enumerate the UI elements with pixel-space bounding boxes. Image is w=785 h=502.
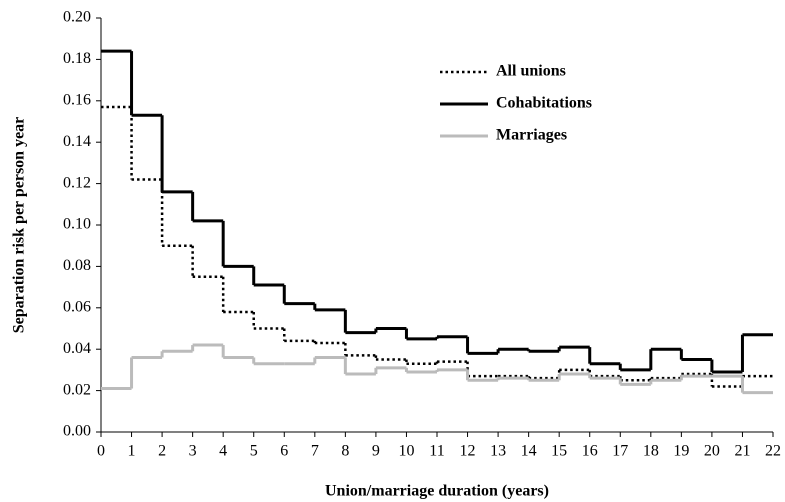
x-tick-label: 13 bbox=[490, 443, 506, 460]
y-tick-label: 0.06 bbox=[63, 298, 91, 315]
x-tick-label: 15 bbox=[551, 443, 567, 460]
x-tick-label: 14 bbox=[521, 443, 537, 460]
y-tick-label: 0.04 bbox=[63, 340, 91, 357]
x-tick-label: 6 bbox=[280, 443, 288, 460]
y-tick-label: 0.00 bbox=[63, 423, 91, 440]
y-tick-label: 0.14 bbox=[63, 133, 91, 150]
y-tick-label: 0.02 bbox=[63, 381, 91, 398]
y-tick-label: 0.08 bbox=[63, 257, 91, 274]
legend-label: All unions bbox=[496, 63, 566, 80]
x-tick-label: 4 bbox=[219, 443, 227, 460]
x-tick-label: 11 bbox=[429, 443, 444, 460]
y-tick-label: 0.18 bbox=[63, 50, 91, 67]
x-tick-label: 22 bbox=[765, 443, 781, 460]
x-tick-label: 17 bbox=[612, 443, 628, 460]
x-tick-label: 7 bbox=[311, 443, 319, 460]
x-tick-label: 1 bbox=[128, 443, 136, 460]
x-tick-label: 9 bbox=[372, 443, 380, 460]
x-tick-label: 8 bbox=[341, 443, 349, 460]
legend-label: Marriages bbox=[496, 127, 567, 144]
x-axis-label: Union/marriage duration (years) bbox=[325, 483, 549, 500]
legend-label: Cohabitations bbox=[496, 95, 592, 112]
y-tick-label: 0.16 bbox=[63, 91, 91, 108]
x-tick-label: 19 bbox=[673, 443, 689, 460]
y-axis-label: Separation risk per person year bbox=[11, 117, 28, 334]
x-tick-label: 16 bbox=[582, 443, 598, 460]
x-tick-label: 20 bbox=[704, 443, 720, 460]
y-tick-label: 0.10 bbox=[63, 216, 91, 233]
x-tick-label: 5 bbox=[250, 443, 258, 460]
x-tick-label: 18 bbox=[643, 443, 659, 460]
x-tick-label: 2 bbox=[158, 443, 166, 460]
y-tick-label: 0.12 bbox=[63, 174, 91, 191]
x-tick-label: 12 bbox=[460, 443, 476, 460]
x-tick-label: 21 bbox=[734, 443, 750, 460]
y-tick-label: 0.20 bbox=[63, 9, 91, 26]
x-tick-label: 10 bbox=[398, 443, 414, 460]
x-tick-label: 0 bbox=[97, 443, 105, 460]
x-tick-label: 3 bbox=[189, 443, 197, 460]
